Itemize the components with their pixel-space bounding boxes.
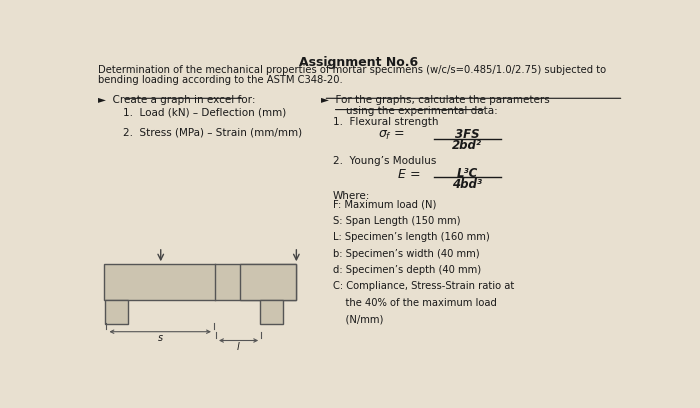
Bar bbox=[106, 300, 128, 324]
Text: 4bd³: 4bd³ bbox=[452, 178, 482, 191]
Text: using the experimental data:: using the experimental data: bbox=[332, 106, 498, 116]
Text: ►  Create a graph in excel for:: ► Create a graph in excel for: bbox=[98, 95, 256, 104]
Text: 2.  Stress (MPa) – Strain (mm/mm): 2. Stress (MPa) – Strain (mm/mm) bbox=[122, 127, 302, 137]
Text: 1.  Load (kN) – Deflection (mm): 1. Load (kN) – Deflection (mm) bbox=[122, 107, 286, 117]
Text: b: Specimen’s width (40 mm): b: Specimen’s width (40 mm) bbox=[332, 249, 480, 259]
Text: ►  For the graphs, calculate the parameters: ► For the graphs, calculate the paramete… bbox=[321, 95, 550, 104]
Text: Determination of the mechanical properties of mortar specimens (w/c/s=0.485/1.0/: Determination of the mechanical properti… bbox=[98, 65, 606, 75]
Text: F: Maximum load (N): F: Maximum load (N) bbox=[332, 200, 436, 210]
Text: $\sigma_f\,=$: $\sigma_f\,=$ bbox=[378, 129, 405, 142]
Text: 2bd²: 2bd² bbox=[452, 140, 482, 153]
Text: S: Span Length (150 mm): S: Span Length (150 mm) bbox=[332, 216, 460, 226]
Text: (N/mm): (N/mm) bbox=[332, 314, 383, 324]
Text: L³C: L³C bbox=[456, 167, 478, 180]
Text: d: Specimen’s depth (40 mm): d: Specimen’s depth (40 mm) bbox=[332, 265, 481, 275]
Text: $E\,=$: $E\,=$ bbox=[397, 168, 420, 181]
Bar bbox=[241, 264, 296, 300]
Text: 3FS: 3FS bbox=[455, 128, 480, 141]
Text: bending loading according to the ASTM C348-20.: bending loading according to the ASTM C3… bbox=[98, 75, 343, 85]
Text: Where:: Where: bbox=[332, 191, 370, 201]
Text: C: Compliance, Stress-Strain ratio at: C: Compliance, Stress-Strain ratio at bbox=[332, 282, 514, 291]
Text: s: s bbox=[158, 333, 163, 343]
Text: L: Specimen’s length (160 mm): L: Specimen’s length (160 mm) bbox=[332, 233, 489, 242]
Text: l: l bbox=[237, 342, 239, 352]
Bar bbox=[104, 264, 296, 300]
Bar bbox=[260, 300, 283, 324]
Text: 2.  Young’s Modulus: 2. Young’s Modulus bbox=[332, 156, 436, 166]
Text: 1.  Flexural strength: 1. Flexural strength bbox=[332, 118, 438, 127]
Text: Assignment No.6: Assignment No.6 bbox=[299, 56, 419, 69]
Text: the 40% of the maximum load: the 40% of the maximum load bbox=[332, 298, 496, 308]
